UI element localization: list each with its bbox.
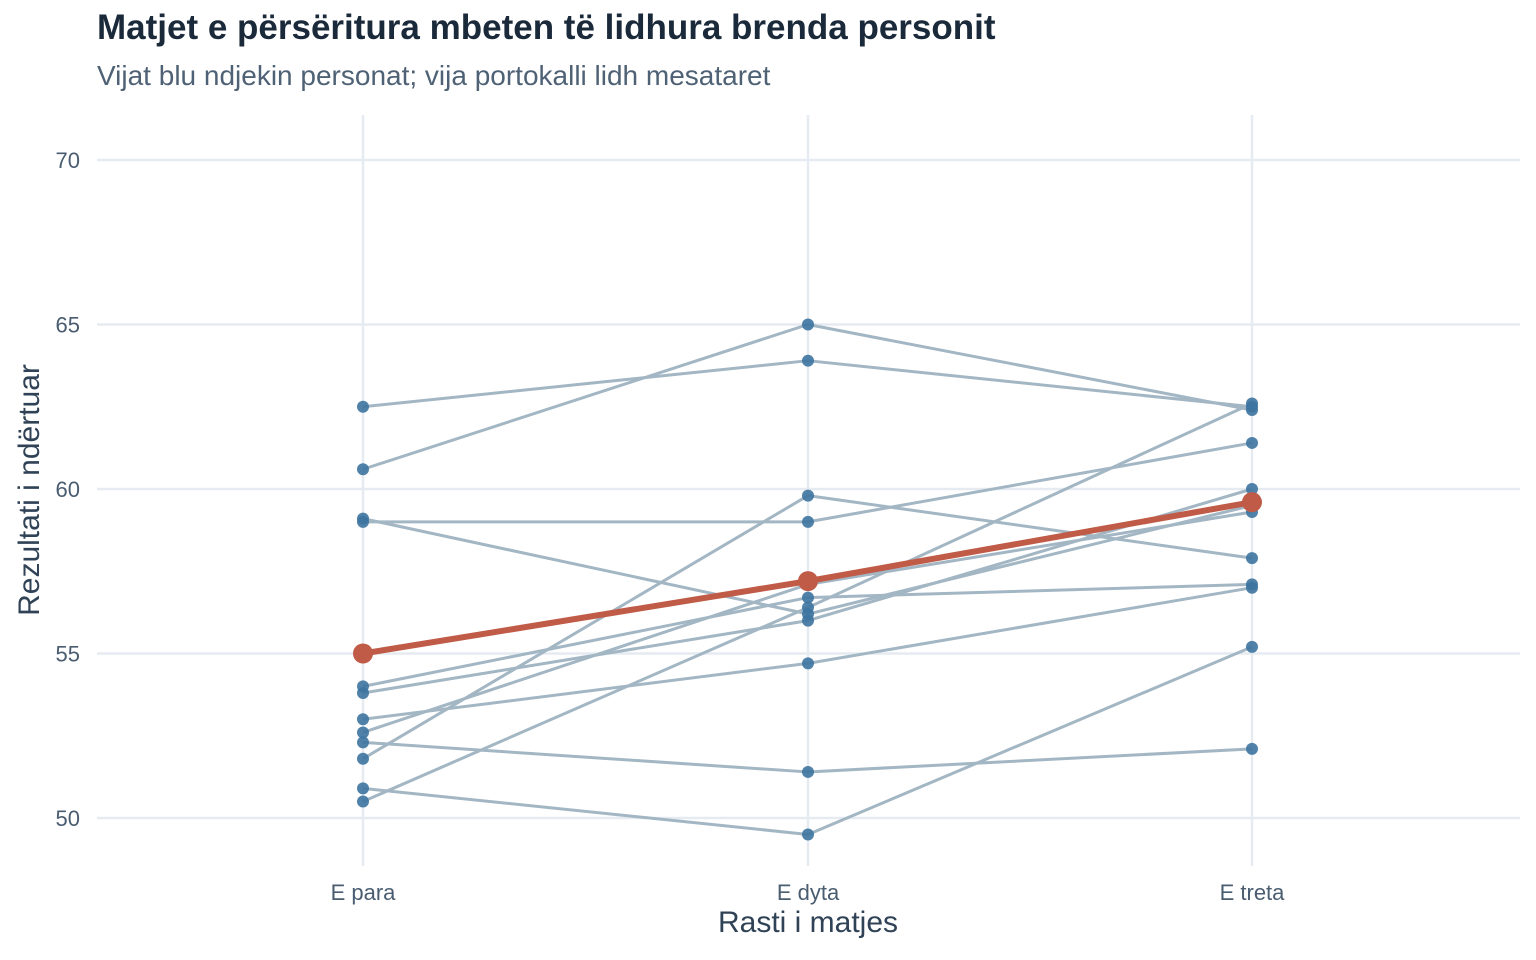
individual-point	[802, 601, 814, 614]
y-tick-label: 60	[56, 477, 80, 502]
chart-title: Matjet e përsëritura mbeten të lidhura b…	[97, 8, 996, 47]
mean-point	[798, 571, 818, 592]
individual-point	[1246, 552, 1258, 565]
mean-point	[353, 643, 373, 664]
individual-point	[802, 614, 814, 627]
individual-point	[1246, 742, 1258, 755]
individual-point	[357, 686, 369, 699]
individual-point	[802, 515, 814, 528]
individual-point	[802, 318, 814, 331]
x-tick-label: E dyta	[777, 880, 840, 905]
individual-series-layer	[357, 318, 1258, 841]
chart-subtitle: Vijat blu ndjekin personat; vija portoka…	[97, 60, 771, 91]
individual-point	[802, 591, 814, 604]
individual-point	[1246, 483, 1258, 495]
individual-point	[802, 765, 814, 778]
individual-point	[357, 752, 369, 765]
x-axis-title: Rasti i matjes	[717, 906, 899, 939]
y-tick-label: 50	[56, 806, 80, 831]
x-tick-label: E para	[331, 880, 397, 905]
y-axis-title: Rezultati i ndërtuar	[13, 364, 46, 616]
x-tick-label: E treta	[1220, 880, 1286, 905]
individual-point	[802, 489, 814, 502]
individual-point	[1246, 397, 1258, 410]
individual-point	[357, 463, 369, 476]
individual-point	[357, 400, 369, 413]
individual-point	[357, 795, 369, 808]
individual-point	[1246, 436, 1258, 449]
individual-point	[357, 736, 369, 749]
mean-series-layer	[353, 492, 1262, 664]
individual-point	[357, 713, 369, 726]
individual-point	[1246, 640, 1258, 653]
y-tick-label: 65	[56, 313, 80, 338]
individual-point	[802, 828, 814, 841]
y-tick-label: 55	[56, 642, 80, 667]
individual-point	[802, 657, 814, 670]
individual-point	[802, 354, 814, 367]
individual-point	[357, 782, 369, 795]
individual-point	[357, 512, 369, 525]
mean-point	[1242, 492, 1262, 513]
tick-layer: 50 55 60 65 70 E para E dyta E treta	[56, 148, 1286, 905]
individual-point	[357, 726, 369, 739]
individual-point	[1246, 581, 1258, 594]
y-tick-label: 70	[56, 148, 80, 173]
